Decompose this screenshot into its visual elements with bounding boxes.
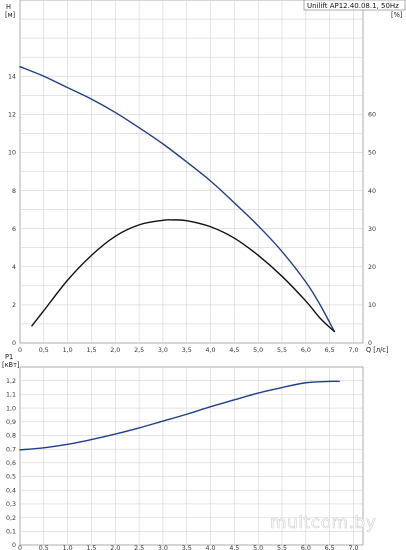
legend-label: Unilift AP12.40.08.1, 50Hz: [307, 2, 399, 10]
bottom-y-tick-label: 0: [12, 542, 16, 549]
bottom-y-tick-label: 1,1: [6, 392, 16, 399]
y-left-axis-title-line2: [м]: [5, 11, 15, 19]
top-y-right-tick-label: 40: [368, 188, 376, 195]
top-y-left-tick-label: 14: [8, 73, 16, 80]
bottom-y-tick-label: 0,2: [6, 515, 16, 522]
bottom-x-tick-label: 0: [18, 545, 22, 550]
top-x-tick-label: 4,5: [229, 347, 239, 354]
top-y-left-tick-label: 4: [12, 264, 16, 271]
top-y-left-tick-label: 6: [12, 226, 16, 233]
bottom-series-lines: [19, 380, 340, 451]
top-x-tick-label: 1,5: [86, 347, 96, 354]
top-x-tick-label: 5,0: [253, 347, 263, 354]
power-axis-title-line2: [кВт]: [2, 361, 20, 369]
top-y-left-tick-label: 10: [8, 150, 16, 157]
top-y-right-tick-label: 0: [368, 340, 372, 347]
top-x-tick-label: 6,5: [325, 347, 335, 354]
head-curve-line: [19, 65, 336, 333]
bottom-y-tick-label: 0,6: [6, 460, 16, 467]
top-y-left-tick-label: 2: [12, 302, 16, 309]
head-efficiency-chart: 0 0,5 1,0 1,5 2,0 2,5 3,0 3,5 4,0 4,5 5,0 5,5 6,0 6,5…: [5, 0, 406, 354]
bottom-x-tick-label: 6,0: [301, 545, 311, 550]
top-x-tick-label: 2,5: [134, 347, 144, 354]
efficiency-curve-line: [31, 219, 336, 333]
power-curve-line: [19, 380, 340, 451]
top-y-right-tick-label: 10: [368, 302, 376, 309]
watermark: multcom.by: [270, 513, 376, 533]
top-x-tick-label: 0: [18, 347, 22, 354]
top-x-tick-label: 0,5: [39, 347, 49, 354]
top-y-right-tick-labels: 0 10 20 30 40 50 60: [368, 112, 376, 348]
bottom-x-tick-label: 0,5: [39, 545, 49, 550]
top-grid: [20, 0, 363, 343]
top-y-right-tick-label: 50: [368, 150, 376, 157]
bottom-x-tick-label: 5,5: [277, 545, 287, 550]
bottom-y-tick-label: 0,5: [6, 474, 16, 481]
top-x-tick-label: 6,0: [301, 347, 311, 354]
top-y-right-tick-label: 30: [368, 226, 376, 233]
top-y-left-tick-label: 12: [8, 112, 16, 119]
bottom-y-tick-label: 0,3: [6, 501, 16, 508]
top-x-tick-label: 7,0: [348, 347, 358, 354]
top-y-left-tick-labels: 0 2 4 6 8 10 12 14: [8, 73, 16, 347]
bottom-x-tick-label: 2,0: [110, 545, 120, 550]
bottom-x-tick-label: 1,0: [63, 545, 73, 550]
power-chart: 0 0,5 1,0 1,5 2,0 2,5 3,0 3,5 4,0 4,5 5,0 5,5 6,0 6,5…: [2, 353, 364, 550]
bottom-grid: [20, 367, 363, 545]
bottom-x-tick-label: 3,5: [182, 545, 192, 550]
bottom-x-tick-label: 2,5: [134, 545, 144, 550]
bottom-y-tick-label: 1,2: [6, 378, 16, 385]
bottom-x-tick-label: 4,5: [229, 545, 239, 550]
power-axis-title-line1: P1: [5, 353, 13, 361]
top-x-tick-label: 3,5: [182, 347, 192, 354]
top-y-right-tick-label: 20: [368, 264, 376, 271]
bottom-x-tick-label: 1,5: [86, 545, 96, 550]
legend-box: [303, 0, 406, 11]
bottom-x-tick-label: 7,0: [348, 545, 358, 550]
bottom-y-tick-label: 0,4: [6, 487, 16, 494]
bottom-y-tick-label: 0,9: [6, 419, 16, 426]
top-x-tick-label: 3,0: [158, 347, 168, 354]
bottom-x-tick-label: 4,0: [206, 545, 216, 550]
bottom-x-tick-label: 6,5: [325, 545, 335, 550]
top-series-lines: [19, 65, 336, 333]
bottom-y-tick-labels: 0 0,1 0,2 0,3 0,4 0,5 0,6 0,7 0,8 0,9 1,0 1,1 1,2: [6, 378, 16, 549]
top-x-tick-label: 5,5: [277, 347, 287, 354]
bottom-y-tick-label: 0,7: [6, 446, 16, 453]
top-y-right-tick-label: 60: [368, 112, 376, 119]
y-left-axis-title-line1: H: [6, 3, 11, 11]
top-y-left-tick-label: 8: [12, 188, 16, 195]
bottom-x-tick-labels: 0 0,5 1,0 1,5 2,0 2,5 3,0 3,5 4,0 4,5 5,0 5,5 6,0 6,5…: [18, 545, 358, 550]
bottom-y-tick-label: 0,1: [6, 529, 16, 536]
y-right-axis-title-line2: [%]: [391, 11, 402, 19]
top-y-left-tick-label: 0: [12, 340, 16, 347]
bottom-x-tick-label: 5,0: [253, 545, 263, 550]
top-x-tick-label: 1,0: [63, 347, 73, 354]
bottom-y-tick-label: 0,8: [6, 433, 16, 440]
top-x-tick-label: 2,0: [110, 347, 120, 354]
bottom-x-tick-label: 3,0: [158, 545, 168, 550]
bottom-y-tick-label: 1,0: [6, 405, 16, 412]
x-axis-title: Q [л/c]: [366, 346, 389, 354]
top-x-tick-label: 4,0: [206, 347, 216, 354]
top-x-tick-labels: 0 0,5 1,0 1,5 2,0 2,5 3,0 3,5 4,0 4,5 5,0 5,5 6,0 6,5…: [18, 347, 358, 354]
